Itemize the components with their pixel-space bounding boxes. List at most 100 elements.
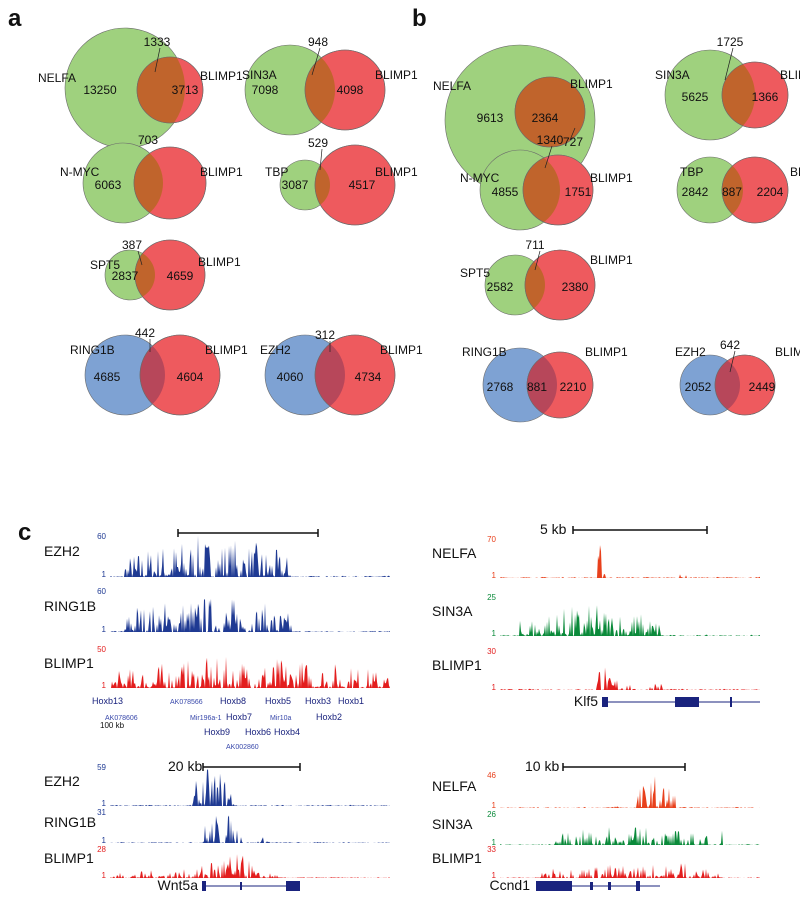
- leader-line: [544, 145, 553, 169]
- factor-only-count: 2842: [682, 185, 709, 199]
- venn-ezh2-blimp1: EZH2 BLIMP1 4060 312 4734: [260, 328, 423, 416]
- track-nelfa: NELFA 70 1: [432, 535, 760, 580]
- gene-label: Hoxb3: [305, 696, 331, 706]
- gene-label: Hoxb7: [226, 712, 252, 722]
- venn-ezh2-blimp1: EZH2 BLIMP1 2052 642 2449: [675, 338, 800, 416]
- track-max-value: 50: [97, 645, 106, 654]
- gene-annotation-hoxb: Hoxb13 AK078566 Hoxb8 Hoxb5 Hoxb3 Hoxb1 AK0786…: [92, 696, 364, 751]
- overlap-count: 1725: [717, 35, 744, 49]
- factor-label: EZH2: [675, 345, 706, 359]
- partner-label: BLIMP1: [375, 165, 418, 179]
- overlap-count: 387: [122, 238, 142, 252]
- gene-label: Ccnd1: [490, 877, 531, 893]
- overlap-region: [515, 77, 585, 147]
- track-sin3a: SIN3A 26 1: [432, 810, 760, 847]
- partner-only-count: 727: [563, 135, 583, 149]
- gene-label: Klf5: [574, 693, 598, 709]
- gene-label: Hoxb5: [265, 696, 291, 706]
- leader-line: [534, 250, 541, 271]
- gene-label: Hoxb9: [204, 727, 230, 737]
- factor-label: N-MYC: [460, 171, 500, 185]
- overlap-region: [137, 57, 185, 123]
- track-ezh2: EZH2 59 1: [44, 763, 390, 808]
- leader-line: [319, 148, 323, 171]
- track-max-value: 70: [487, 535, 496, 544]
- factor-only-count: 2582: [487, 280, 514, 294]
- leader-line: [569, 127, 576, 141]
- gene-model: Ccnd1: [490, 877, 660, 893]
- track-label: EZH2: [44, 543, 80, 559]
- track-max-value: 59: [97, 763, 106, 772]
- partner-label: BLIMP1: [570, 77, 613, 91]
- track-label: BLIMP1: [44, 655, 94, 671]
- leader-line: [729, 350, 736, 373]
- overlap-count: 1340: [537, 133, 564, 147]
- track-blimp1: BLIMP1 30 1: [432, 647, 760, 692]
- track-nelfa: NELFA 46 1: [432, 771, 760, 810]
- factor-only-count: 13250: [83, 83, 117, 97]
- track-min-value: 1: [492, 683, 497, 692]
- panel-label-b: b: [412, 5, 427, 32]
- track-ezh2: EZH2 60 1: [44, 532, 390, 579]
- track-label: SIN3A: [432, 816, 473, 832]
- track-min-value: 1: [492, 801, 497, 810]
- genome-browser-view-2: 5 kb NELFA 70 1 SIN3A 25 1 BLIMP1 30 1: [432, 521, 760, 692]
- track-label: NELFA: [432, 778, 477, 794]
- venn-n-myc-blimp1: N-MYC BLIMP1 6063 703 4343: [60, 0, 243, 224]
- overlap-region: [315, 335, 345, 415]
- partner-only-count: 4098: [337, 83, 364, 97]
- venn-sin3a-blimp1: SIN3A BLIMP1 7098 948 4098: [242, 35, 418, 136]
- factor-only-count: 5625: [682, 90, 709, 104]
- gene-label: Hoxb4: [274, 727, 300, 737]
- track-label: EZH2: [44, 773, 80, 789]
- partner-only-count: 4343: [142, 0, 169, 3]
- gene-label: AK078606: [105, 715, 138, 722]
- track-min-value: 1: [102, 625, 107, 634]
- track-sin3a: SIN3A 25 1: [432, 593, 760, 638]
- partner-only-count: 3713: [172, 83, 199, 97]
- track-label: BLIMP1: [44, 850, 94, 866]
- panel-label-a: a: [8, 5, 22, 32]
- overlap-count: 703: [138, 133, 158, 147]
- signal-peaks: [500, 667, 760, 690]
- partner-label: BLIMP1: [790, 165, 800, 179]
- partner-only-count: 2449: [749, 380, 776, 394]
- leader-line: [154, 47, 161, 73]
- partner-label: BLIMP1: [205, 343, 248, 357]
- scale-label: 10 kb: [525, 758, 559, 774]
- factor-only-count: 2837: [112, 269, 139, 283]
- overlap-region: [523, 155, 560, 225]
- track-label: SIN3A: [432, 603, 473, 619]
- partner-label: BLIMP1: [375, 68, 418, 82]
- track-min-value: 1: [492, 871, 497, 880]
- track-max-value: 28: [97, 845, 106, 854]
- signal-peaks: [110, 598, 390, 632]
- gene-model: Klf5: [574, 693, 760, 709]
- factor-only-count: 4855: [492, 185, 519, 199]
- track-min-value: 1: [492, 571, 497, 580]
- venn-nelfa-blimp1: NELFA BLIMP1 13250 1333 3713: [38, 27, 243, 149]
- signal-peaks: [110, 854, 390, 878]
- venn-ring1b-blimp1: RING1B BLIMP1 4685 442 4604: [70, 326, 248, 416]
- overlap-count: 2364: [532, 111, 559, 125]
- partner-only-count: 2380: [562, 280, 589, 294]
- factor-only-count: 4060: [277, 370, 304, 384]
- track-max-value: 26: [487, 810, 496, 819]
- gene-model: Wnt5a: [158, 877, 300, 893]
- overlap-count: 948: [308, 35, 328, 49]
- overlap-region: [305, 50, 335, 130]
- overlap-region: [134, 147, 163, 219]
- factor-label: TBP: [265, 165, 288, 179]
- factor-label: NELFA: [38, 71, 76, 85]
- track-max-value: 33: [487, 845, 496, 854]
- partner-label: BLIMP1: [200, 165, 243, 179]
- factor-label: TBP: [680, 165, 703, 179]
- factor-label: NELFA: [433, 79, 471, 93]
- factor-only-count: 6063: [95, 178, 122, 192]
- track-max-value: 60: [97, 587, 106, 596]
